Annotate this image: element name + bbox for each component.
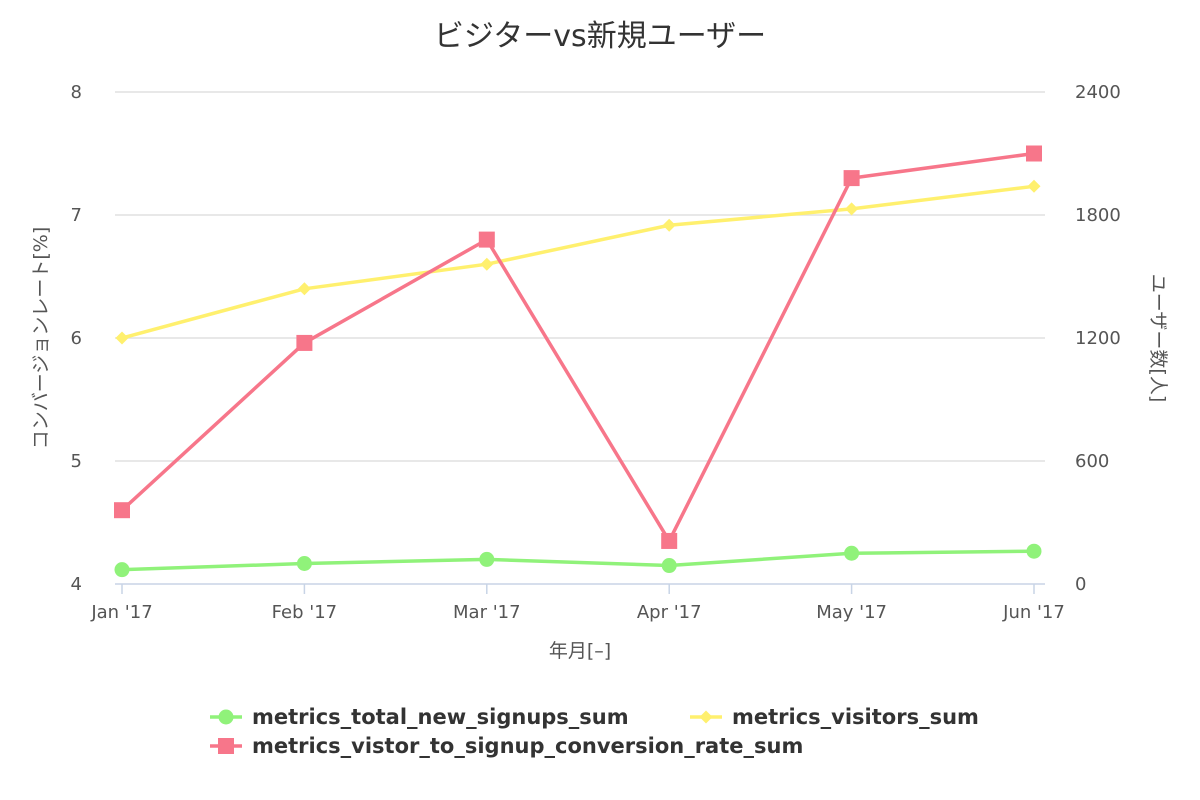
legend-label: metrics_total_new_signups_sum <box>252 705 629 729</box>
legend-item: metrics_total_new_signups_sum <box>210 705 629 729</box>
x-tick-label: May '17 <box>816 602 887 623</box>
legend-label: metrics_visitors_sum <box>732 705 979 729</box>
data-point <box>843 170 860 187</box>
data-point <box>479 551 495 567</box>
legend: metrics_total_new_signups_sum metrics_vis… <box>210 705 979 758</box>
legend-marker <box>218 709 234 725</box>
data-point <box>844 545 860 561</box>
grid-lines <box>115 91 1045 462</box>
x-tick-label: Apr '17 <box>637 602 702 623</box>
data-point <box>1027 179 1041 193</box>
data-point <box>297 282 311 296</box>
legend-item: metrics_visitors_sum <box>690 705 979 729</box>
y-left-tick-label: 6 <box>71 328 82 349</box>
data-point <box>478 231 495 248</box>
y-right-axis-title: ユーザー数[人] <box>1147 274 1169 402</box>
data-point <box>296 556 312 571</box>
y-left-tick-label: 8 <box>71 82 82 103</box>
series-metrics_visitors_sum <box>115 179 1041 345</box>
x-axis-title: 年月[–] <box>549 640 611 662</box>
series-line <box>121 549 1035 572</box>
x-tick-label: Jun '17 <box>1002 602 1065 623</box>
y-left-axis-title: コンバージョンレート[%] <box>30 227 52 450</box>
x-tick-label: Mar '17 <box>453 602 521 623</box>
y-left-tick-label: 7 <box>71 205 82 226</box>
data-point <box>1026 145 1042 162</box>
data-point <box>1026 543 1042 559</box>
y-right-tick-label: 600 <box>1075 451 1109 472</box>
chart-title: ビジターvs新規ユーザー <box>434 19 766 54</box>
legend-marker <box>218 738 234 754</box>
data-point <box>480 257 494 271</box>
legend-item: metrics_vistor_to_signup_conversion_rate… <box>210 734 803 758</box>
data-point <box>662 218 676 232</box>
data-point <box>661 558 677 574</box>
series-metrics_vistor_to_signup_conversion_rate_sum <box>114 145 1042 549</box>
data-point <box>296 334 313 351</box>
y-right-tick-label: 1200 <box>1075 328 1121 349</box>
data-point <box>114 502 130 519</box>
data-point <box>115 331 129 345</box>
legend-label: metrics_vistor_to_signup_conversion_rate… <box>252 734 803 758</box>
data-point <box>845 202 859 216</box>
axes: 4 0 5 600 6 1200 7 1800 8 2400 Jan '17 Feb '17 Mar '… <box>30 82 1169 662</box>
y-left-tick-label: 5 <box>71 451 82 472</box>
series-line <box>121 184 1035 340</box>
legend-marker <box>699 710 713 724</box>
data-point <box>114 562 130 578</box>
y-right-tick-label: 1800 <box>1075 205 1121 226</box>
data-point <box>661 532 678 549</box>
y-right-tick-label: 0 <box>1075 574 1086 595</box>
series-line <box>120 151 1035 543</box>
series-layer <box>114 145 1042 578</box>
series-metrics_total_new_signups_sum <box>114 543 1042 578</box>
y-right-tick-label: 2400 <box>1075 82 1121 103</box>
y-left-tick-label: 4 <box>71 574 82 595</box>
x-tick-label: Feb '17 <box>272 602 337 623</box>
x-tick-label: Jan '17 <box>90 602 152 623</box>
